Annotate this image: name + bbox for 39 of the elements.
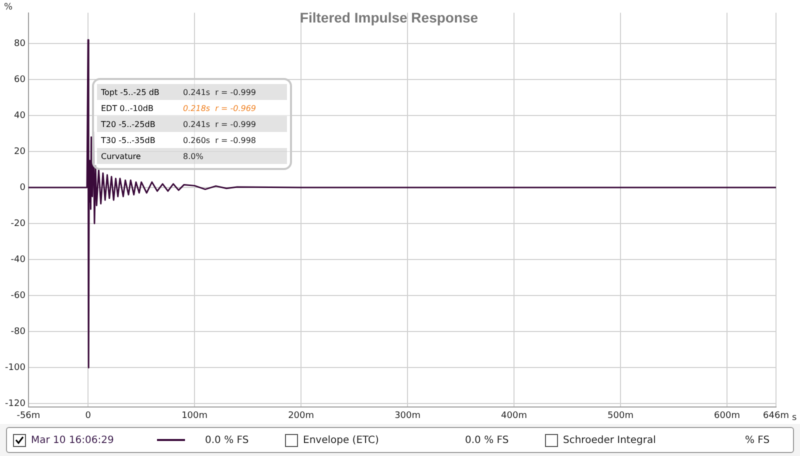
annotation: 0.260s r = -0.998 [183,136,256,144]
y-tick-label: -60 [10,290,26,301]
x-tick-label: 0 [85,410,92,421]
text: Envelope (ETC) [302,434,380,446]
annotation: 8.0% [183,152,204,160]
x-tick-label: 200m [288,410,314,421]
annotation: T20 -5..-25dB [101,120,156,128]
annotation: T30 -5..-35dB [101,136,156,144]
x-tick-label: 646m [763,410,789,421]
annotation: 0.241s r = -0.999 [183,120,256,128]
text: Schroeder Integral [562,434,657,446]
x-tick-label: -56m [16,410,40,421]
text: % FS [745,434,770,446]
x-axis-title: s [792,413,797,424]
annotation: Topt -5..-25 dB [101,88,160,96]
y-tick-label: -80 [10,326,26,337]
annotation: 0.218s r = -0.969 [183,104,256,112]
y-axis-title: % [4,2,13,13]
annotation: EDT 0..-10dB [101,104,154,112]
y-tick-label: -120 [4,398,26,409]
text: 0.0 % FS [205,434,250,446]
text: Mar 10 16:06:29 [30,434,115,446]
annotation: 0.241s r = -0.999 [183,88,256,96]
y-tick-label: -40 [10,254,26,265]
x-tick-label: 400m [501,410,528,421]
chart-title: Filtered Impulse Response [300,9,478,26]
y-tick-label: 80 [14,38,26,49]
y-tick-label: 40 [14,110,26,121]
x-tick-label: 100m [182,410,208,421]
x-tick-label: 300m [394,410,421,421]
x-tick-label: 600m [714,410,740,421]
x-tick-label: 500m [608,410,634,421]
y-tick-label: -100 [4,362,26,373]
text: 0.0 % FS [465,434,510,446]
y-tick-label: -20 [10,218,26,229]
y-tick-label: 60 [14,74,26,85]
y-tick-label: 20 [14,146,26,157]
y-tick-label: 0 [20,182,26,193]
annotation: Curvature [101,152,142,160]
